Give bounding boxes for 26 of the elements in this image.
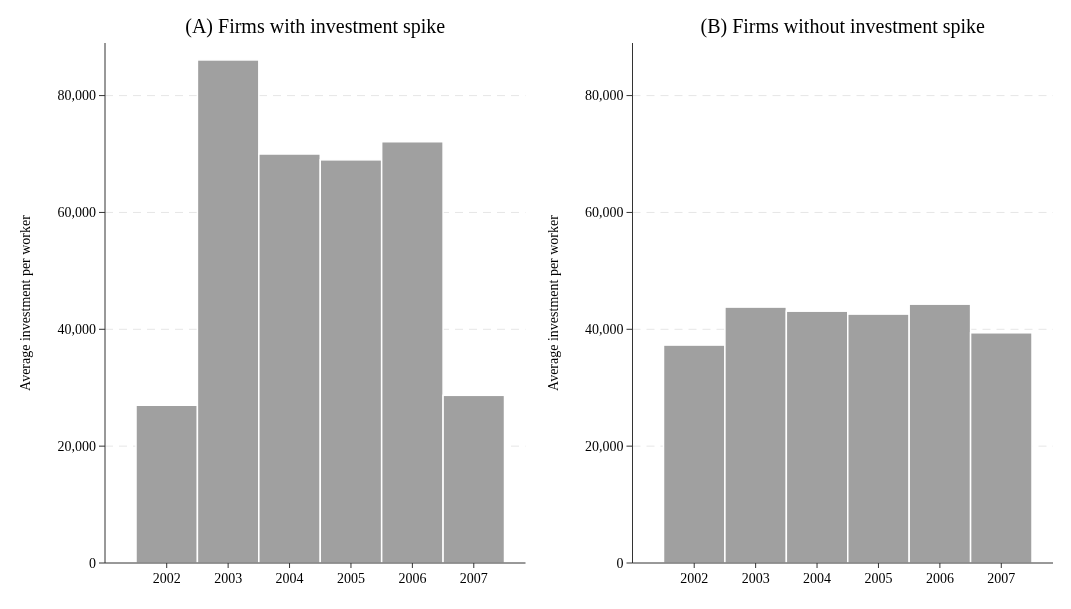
x-tick-label: 2005 bbox=[864, 571, 893, 586]
y-tick-label: 60,000 bbox=[57, 205, 96, 221]
y-tick-label: 20,000 bbox=[57, 439, 96, 455]
x-tick-label: 2004 bbox=[275, 571, 304, 586]
chart-title: (A) Firms with investment spike bbox=[185, 15, 446, 38]
chart-title: (B) Firms without investment spike bbox=[700, 15, 986, 38]
y-axis-title: Average investment per worker bbox=[545, 214, 561, 391]
y-tick-label: 40,000 bbox=[57, 322, 96, 338]
y-tick-label: 20,000 bbox=[585, 439, 624, 455]
y-tick-label: 80,000 bbox=[585, 88, 624, 104]
x-tick-label: 2004 bbox=[803, 571, 832, 586]
y-tick-label: 60,000 bbox=[585, 205, 624, 221]
x-tick-label: 2003 bbox=[214, 571, 243, 586]
x-tick-label: 2007 bbox=[987, 571, 1016, 586]
x-tick-label: 2006 bbox=[925, 571, 954, 586]
x-tick-label: 2003 bbox=[741, 571, 770, 586]
x-tick-label: 2002 bbox=[680, 571, 709, 586]
y-tick-label: 40,000 bbox=[585, 322, 624, 338]
x-tick-label: 2007 bbox=[459, 571, 488, 586]
x-tick-label: 2006 bbox=[398, 571, 427, 586]
y-tick-label: 80,000 bbox=[57, 88, 96, 104]
y-tick-label: 0 bbox=[616, 555, 624, 571]
y-axis-title: Average investment per worker bbox=[18, 214, 33, 391]
x-tick-label: 2005 bbox=[336, 571, 365, 586]
y-tick-label: 0 bbox=[89, 555, 96, 571]
x-tick-label: 2002 bbox=[152, 571, 181, 586]
